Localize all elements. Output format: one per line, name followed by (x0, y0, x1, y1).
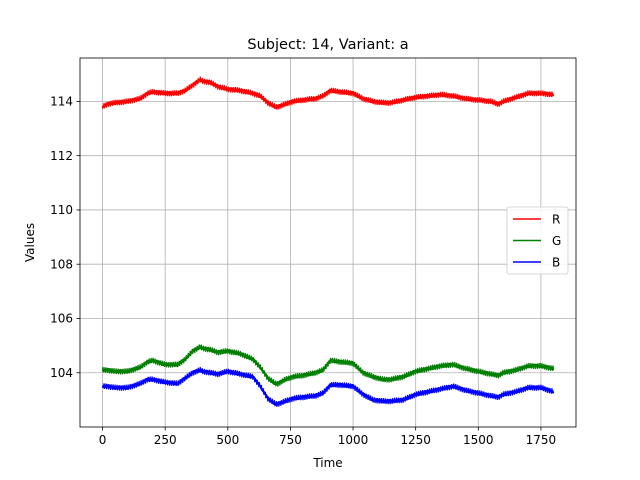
y-tick-label: 114 (50, 95, 73, 109)
legend-label-r: R (552, 213, 560, 227)
series-line-r (101, 76, 555, 110)
x-tick-label: 1250 (400, 433, 431, 447)
grid (80, 58, 576, 427)
x-axis: 0 250 500 750 1000 1250 1500 1750 (99, 427, 556, 447)
y-tick-label: 110 (50, 203, 73, 217)
x-tick-label: 750 (279, 433, 302, 447)
x-axis-title: Time (312, 456, 342, 470)
series-line-b (101, 366, 555, 407)
y-tick-label: 104 (50, 366, 73, 380)
series-lines (101, 76, 555, 407)
y-tick-label: 112 (50, 149, 73, 163)
legend-label-g: G (552, 234, 561, 248)
plot-area-frame (79, 57, 577, 428)
series-line-g (101, 344, 555, 387)
x-tick-label: 1750 (526, 433, 557, 447)
y-axis: 104 106 108 110 112 114 (50, 95, 80, 380)
x-tick-label: 500 (216, 433, 239, 447)
x-tick-label: 1500 (463, 433, 494, 447)
x-tick-label: 1000 (338, 433, 369, 447)
x-tick-label: 250 (154, 433, 177, 447)
chart-title: Subject: 14, Variant: a (247, 37, 408, 53)
y-tick-label: 106 (50, 312, 73, 326)
y-tick-label: 108 (50, 257, 73, 271)
y-axis-title: Values (23, 223, 37, 262)
legend-label-b: B (552, 256, 560, 270)
legend: RGB (506, 206, 569, 275)
x-tick-label: 0 (99, 433, 107, 447)
